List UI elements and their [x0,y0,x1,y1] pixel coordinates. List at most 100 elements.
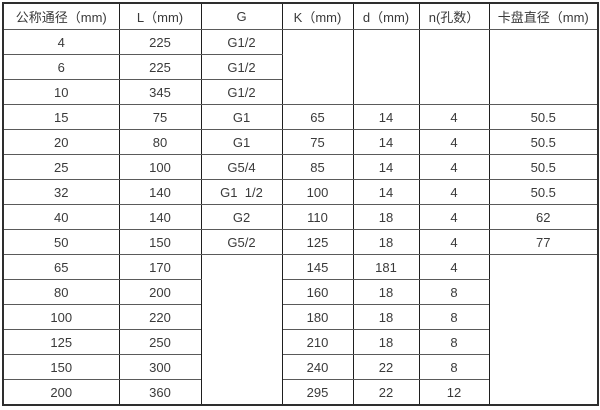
table-cell: 75 [281,129,354,155]
table-cell: 4 [418,129,490,155]
table-cell: 200 [2,379,120,406]
table-cell: 50 [2,229,120,255]
header-row: 公称通径（mm) L（mm) G K（mm) d（mm) n(孔数） 卡盘直径（mm) [2,2,599,30]
table-cell: 180 [281,304,354,330]
table-cell: 80 [118,129,202,155]
table-row-12: 125 250 210 18 8 [2,329,598,355]
header-cell-1: L（mm) [118,2,202,30]
table-row-9: 65 170 145 181 4 [2,254,599,406]
table-cell: 15 [2,104,120,130]
table-cell: 4 [418,104,490,130]
table-cell: 65 [2,254,120,280]
table-cell [488,254,599,406]
table-cell: 4 [418,179,490,205]
table-cell: 50.5 [488,104,599,130]
table-cell: 18 [352,304,420,330]
table-cell: 85 [281,154,354,180]
table-cell: 14 [352,154,420,180]
table-row-6: 32 140 G1 1/2 100 14 4 50.5 [2,179,599,205]
table-cell: 80 [2,279,120,305]
table-body: 4 225 G1/2 6 225 G1/2 10 345 G1/2 15 75 G1 65 14 4 50.5… [2,29,599,406]
table-row-13: 150 300 240 22 8 [2,354,598,380]
table-cell: 4 [418,154,490,180]
table-row-10: 80 200 160 18 8 [2,279,598,305]
table-cell: G1/2 [200,54,283,80]
table-row-14: 200 360 295 22 12 [2,379,598,406]
table-cell: 170 [118,254,202,280]
table-cell: 160 [281,279,354,305]
table-cell: 360 [118,379,202,406]
table-cell: 140 [118,204,202,230]
table-cell: 200 [118,279,202,305]
table-row-5: 25 100 G5/4 85 14 4 50.5 [2,154,599,180]
table-cell: 225 [118,54,202,80]
table-cell: 125 [2,329,120,355]
table-cell: 140 [118,179,202,205]
table-cell: 77 [488,229,599,255]
table-cell: 181 [352,254,420,280]
table-cell: G2 [200,204,283,230]
table-cell: G1 [200,129,283,155]
table-cell: 110 [281,204,354,230]
table-cell: G1/2 [200,79,283,105]
header-cell-4: d（mm) [352,2,420,30]
table-cell: 8 [418,304,490,330]
table-cell [488,29,599,105]
table-cell: 210 [281,329,354,355]
table-cell: 18 [352,204,420,230]
table-cell: 12 [418,379,490,406]
table-cell [281,29,354,105]
table-cell: 225 [118,29,202,55]
table-cell: 150 [2,354,120,380]
table-row-1: 6 225 G1/2 [2,54,598,80]
table-row-3: 15 75 G1 65 14 4 50.5 [2,104,599,130]
header-cell-2: G [200,2,283,30]
table-cell: 22 [352,354,420,380]
table-cell: G1 1/2 [200,179,283,205]
table-cell: G1/2 [200,29,283,55]
table-cell: G5/4 [200,154,283,180]
table-cell: 25 [2,154,120,180]
table-row-7: 40 140 G2 110 18 4 62 [2,204,599,230]
table-cell: 20 [2,129,120,155]
table-row-4: 20 80 G1 75 14 4 50.5 [2,129,599,155]
table-row-0: 4 225 G1/2 [2,29,599,105]
header-cell-6: 卡盘直径（mm) [488,2,599,30]
table-cell: 18 [352,329,420,355]
table-cell: 145 [281,254,354,280]
table-cell: 300 [118,354,202,380]
table-cell: 150 [118,229,202,255]
table-cell: 100 [2,304,120,330]
table-cell: 6 [2,54,120,80]
table-cell: 295 [281,379,354,406]
table-cell: 22 [352,379,420,406]
header-cell-3: K（mm) [281,2,354,30]
table-cell: 4 [418,229,490,255]
table-cell: 8 [418,354,490,380]
table-cell: G1 [200,104,283,130]
header-cell-5: n(孔数） [418,2,490,30]
table-cell: 240 [281,354,354,380]
table-cell: 250 [118,329,202,355]
table-cell: 14 [352,129,420,155]
table-cell: 75 [118,104,202,130]
table-cell: 65 [281,104,354,130]
table-cell: 50.5 [488,154,599,180]
table-cell: 345 [118,79,202,105]
header-cell-0: 公称通径（mm) [2,2,120,30]
table-cell: 40 [2,204,120,230]
table-row-8: 50 150 G5/2 125 18 4 77 [2,229,599,255]
table-cell [418,29,490,105]
table-cell: 100 [281,179,354,205]
table-cell: 4 [418,254,490,280]
table-cell: 50.5 [488,129,599,155]
table-cell: 125 [281,229,354,255]
table-cell: G5/2 [200,229,283,255]
table-cell: 220 [118,304,202,330]
table-cell: 8 [418,279,490,305]
table-cell: 50.5 [488,179,599,205]
table-cell: 14 [352,179,420,205]
table-cell: 62 [488,204,599,230]
